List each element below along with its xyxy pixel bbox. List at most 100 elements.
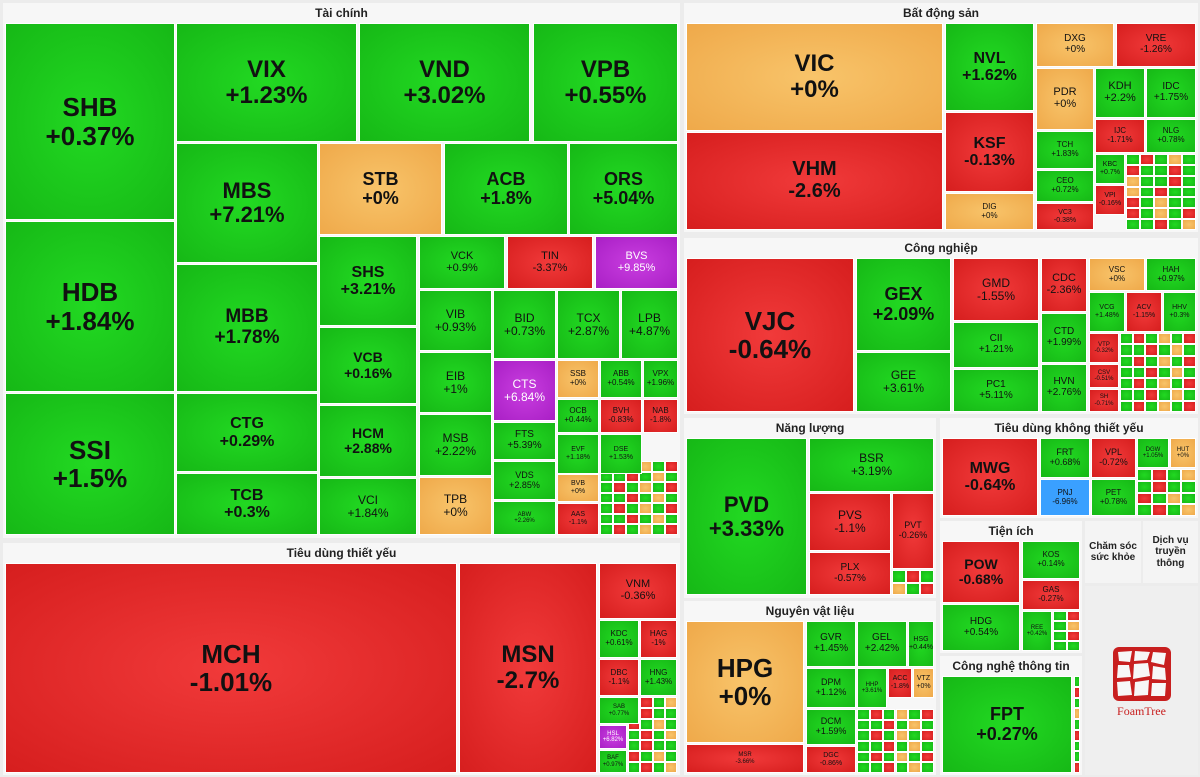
minor-stock-tile[interactable] bbox=[1126, 154, 1140, 165]
minor-stock-tile[interactable] bbox=[1145, 355, 1158, 367]
stock-tile-msr[interactable]: MSR -3.66% bbox=[686, 744, 804, 773]
stock-tile-dbc[interactable]: DBC -1.1% bbox=[599, 659, 639, 696]
minor-stock-tile[interactable] bbox=[600, 524, 613, 535]
minor-stock-tile[interactable] bbox=[600, 503, 613, 514]
stock-tile-ree[interactable]: REE +0.42% bbox=[1022, 611, 1052, 651]
minor-stock-tile[interactable] bbox=[626, 482, 639, 493]
minor-stock-tile[interactable] bbox=[1120, 389, 1133, 401]
stock-tile-gmd[interactable]: GMD -1.55% bbox=[953, 258, 1039, 321]
minor-stock-tile[interactable] bbox=[640, 751, 653, 763]
minor-stock-tile[interactable] bbox=[1182, 208, 1196, 220]
stock-tile-eib[interactable]: EIB +1% bbox=[419, 352, 492, 413]
minor-stock-tile[interactable] bbox=[1126, 186, 1140, 198]
minor-stock-tile[interactable] bbox=[626, 492, 639, 504]
stock-tile-acv[interactable]: ACV -1.15% bbox=[1126, 292, 1162, 332]
stock-tile-vre[interactable]: VRE -1.26% bbox=[1116, 23, 1196, 67]
sector-panel-cham-soc-suc-khoe[interactable]: Chăm sóc sức khỏe bbox=[1085, 521, 1141, 583]
minor-stock-tile[interactable] bbox=[1120, 355, 1133, 367]
sector-panel-cong-nghiep[interactable]: Công nghiệp VJC -0.64% GEX +2.09% GEE +3.61% GM… bbox=[684, 238, 1198, 414]
minor-stock-tile[interactable] bbox=[652, 461, 665, 472]
minor-stock-tile[interactable] bbox=[1183, 378, 1196, 390]
stock-tile-evf[interactable]: EVF +1.18% bbox=[557, 434, 599, 474]
minor-stock-tile[interactable] bbox=[1126, 208, 1140, 220]
minor-stock-tile[interactable] bbox=[1154, 175, 1168, 187]
minor-stock-tile[interactable] bbox=[1053, 631, 1067, 641]
stock-tile-tpb[interactable]: TPB +0% bbox=[419, 477, 492, 535]
minor-stock-tile[interactable] bbox=[1154, 164, 1168, 176]
stock-tile-hag[interactable]: HAG -1% bbox=[640, 620, 677, 658]
stock-tile-abb[interactable]: ABB +0.54% bbox=[600, 360, 642, 398]
minor-stock-tile[interactable] bbox=[1158, 355, 1171, 367]
minor-stock-tile[interactable] bbox=[652, 762, 665, 773]
stock-tile-msb[interactable]: MSB +2.22% bbox=[419, 414, 492, 476]
stock-tile-shs[interactable]: SHS +3.21% bbox=[319, 236, 417, 326]
minor-stock-tile[interactable] bbox=[1182, 175, 1196, 187]
stock-tile-nvl[interactable]: NVL +1.62% bbox=[945, 23, 1034, 111]
minor-stock-tile[interactable] bbox=[1154, 197, 1168, 209]
stock-tile-dig[interactable]: DIG +0% bbox=[945, 193, 1034, 230]
stock-tile-bvs[interactable]: BVS +9.85% bbox=[595, 236, 678, 289]
minor-stock-tile[interactable] bbox=[1066, 611, 1080, 621]
minor-stock-tile[interactable] bbox=[1074, 751, 1080, 763]
stock-tile-baf[interactable]: BAF +0.97% bbox=[599, 750, 627, 773]
stock-tile-hvn[interactable]: HVN +2.76% bbox=[1041, 364, 1087, 412]
minor-stock-tile[interactable] bbox=[921, 709, 934, 720]
minor-stock-tile[interactable] bbox=[921, 762, 934, 773]
stock-tile-vc3[interactable]: VC3 -0.38% bbox=[1036, 203, 1094, 230]
minor-stock-tile[interactable] bbox=[652, 718, 665, 730]
stock-tile-dpm[interactable]: DPM +1.12% bbox=[806, 668, 856, 708]
minor-stock-tile[interactable] bbox=[1126, 175, 1140, 187]
stock-tile-hsl[interactable]: HSL +6.82% bbox=[599, 725, 627, 749]
minor-stock-tile[interactable] bbox=[1137, 504, 1152, 516]
stock-tile-tcx[interactable]: TCX +2.87% bbox=[557, 290, 620, 359]
minor-stock-tile[interactable] bbox=[665, 513, 678, 525]
minor-stock-tile[interactable] bbox=[1066, 631, 1080, 641]
minor-stock-tile[interactable] bbox=[882, 751, 896, 763]
stock-tile-vix[interactable]: VIX +1.23% bbox=[176, 23, 357, 142]
minor-stock-tile[interactable] bbox=[1145, 344, 1158, 356]
minor-stock-tile[interactable] bbox=[1132, 344, 1146, 356]
stock-tile-cdc[interactable]: CDC -2.36% bbox=[1041, 258, 1087, 312]
minor-stock-tile[interactable] bbox=[908, 741, 922, 752]
minor-stock-tile[interactable] bbox=[640, 762, 653, 773]
stock-tile-nlg[interactable]: NLG +0.78% bbox=[1146, 119, 1196, 153]
stock-tile-ijc[interactable]: IJC -1.71% bbox=[1095, 119, 1145, 153]
minor-stock-tile[interactable] bbox=[1126, 164, 1140, 176]
stock-tile-hhp[interactable]: HHP +3.61% bbox=[857, 668, 887, 708]
stock-tile-idc[interactable]: IDC +1.75% bbox=[1146, 68, 1196, 118]
minor-stock-tile[interactable] bbox=[1151, 492, 1167, 505]
minor-stock-tile[interactable] bbox=[652, 524, 665, 535]
minor-stock-tile[interactable] bbox=[895, 762, 909, 773]
minor-stock-tile[interactable] bbox=[626, 503, 639, 514]
minor-stock-tile[interactable] bbox=[920, 570, 934, 583]
minor-stock-tile[interactable] bbox=[1120, 344, 1133, 356]
minor-stock-tile[interactable] bbox=[1137, 480, 1152, 493]
stock-tile-cii[interactable]: CII +1.21% bbox=[953, 322, 1039, 368]
stock-tile-pvs[interactable]: PVS -1.1% bbox=[809, 493, 891, 551]
minor-stock-tile[interactable] bbox=[908, 762, 922, 773]
stock-tile-vpl[interactable]: VPL -0.72% bbox=[1091, 438, 1136, 478]
minor-stock-tile[interactable] bbox=[1140, 219, 1154, 230]
stock-tile-vic[interactable]: VIC +0% bbox=[686, 23, 943, 131]
minor-stock-tile[interactable] bbox=[1168, 208, 1182, 220]
stock-tile-ors[interactable]: ORS +5.04% bbox=[569, 143, 678, 235]
stock-tile-hdg[interactable]: HDG +0.54% bbox=[942, 604, 1020, 651]
minor-stock-tile[interactable] bbox=[1182, 197, 1196, 209]
minor-stock-tile[interactable] bbox=[869, 719, 883, 731]
stock-tile-bid[interactable]: BID +0.73% bbox=[493, 290, 556, 359]
stock-tile-bvb[interactable]: BVB +0% bbox=[557, 474, 599, 502]
stock-tile-vnd[interactable]: VND +3.02% bbox=[359, 23, 530, 142]
minor-stock-tile[interactable] bbox=[1168, 197, 1182, 209]
stock-tile-ctd[interactable]: CTD +1.99% bbox=[1041, 313, 1087, 363]
stock-tile-vib[interactable]: VIB +0.93% bbox=[419, 290, 492, 351]
minor-stock-tile[interactable] bbox=[1182, 219, 1196, 230]
minor-stock-tile[interactable] bbox=[1183, 366, 1196, 379]
minor-stock-tile[interactable] bbox=[1182, 154, 1196, 165]
minor-stock-tile[interactable] bbox=[652, 707, 665, 719]
minor-stock-tile[interactable] bbox=[1145, 400, 1158, 412]
minor-stock-tile[interactable] bbox=[857, 741, 870, 752]
minor-stock-tile[interactable] bbox=[906, 570, 920, 583]
minor-stock-tile[interactable] bbox=[908, 730, 922, 741]
minor-stock-tile[interactable] bbox=[1181, 492, 1196, 505]
minor-stock-tile[interactable] bbox=[1140, 208, 1154, 220]
